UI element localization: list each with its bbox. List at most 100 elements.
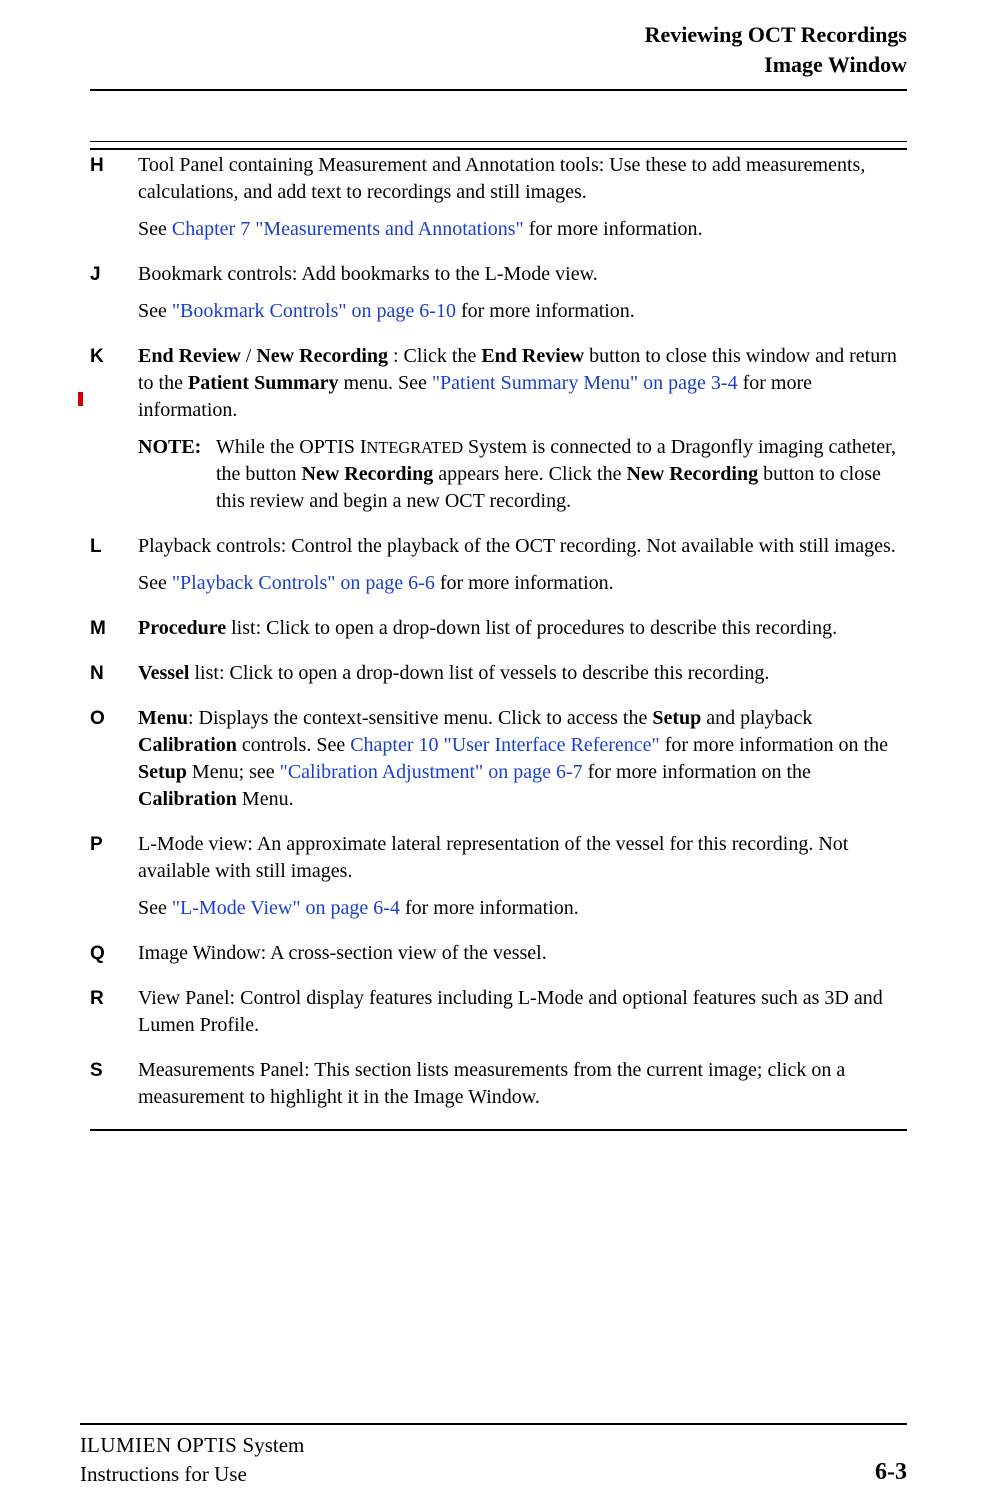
definition-key: N	[90, 660, 138, 687]
text: Tool Panel containing Measurement and An…	[138, 154, 865, 203]
text: See	[138, 572, 172, 594]
cross-reference-link[interactable]: "Calibration Adjustment" on page 6-7	[280, 761, 583, 783]
definition-row: NVessel list: Click to open a drop-down …	[90, 660, 907, 697]
paragraph: Menu: Displays the context-sensitive men…	[138, 705, 907, 813]
definition-row: JBookmark controls: Add bookmarks to the…	[90, 261, 907, 335]
text: Measurements Panel: This section lists m…	[138, 1059, 845, 1108]
bold-text: End Review	[138, 345, 241, 367]
paragraph: End Review / New Recording : Click the E…	[138, 343, 907, 424]
definition-row: MProcedure list: Click to open a drop-do…	[90, 615, 907, 652]
cross-reference-link[interactable]: "L-Mode View" on page 6-4	[172, 897, 400, 919]
footer-left: ILUMIEN OPTIS System Instructions for Us…	[80, 1431, 304, 1488]
note-text: While the OPTIS INTEGRATED System is con…	[216, 434, 907, 515]
definition-row: KEnd Review / New Recording : Click the …	[90, 343, 907, 525]
text: for more information on the	[660, 734, 888, 756]
definition-desc: Vessel list: Click to open a drop-down l…	[138, 660, 907, 697]
bold-text: New Recording	[626, 463, 758, 485]
definition-key: H	[90, 152, 138, 179]
footer-product: ILUMIEN OPTIS System	[80, 1433, 304, 1457]
definition-list: HTool Panel containing Measurement and A…	[90, 152, 907, 1121]
text: list: Click to open a drop-down list of …	[189, 662, 769, 684]
definition-desc: Bookmark controls: Add bookmarks to the …	[138, 261, 907, 335]
bold-text: Vessel	[138, 662, 189, 684]
definition-row: PL-Mode view: An approximate lateral rep…	[90, 831, 907, 932]
bold-text: End Review	[481, 345, 584, 367]
text: /	[241, 345, 257, 367]
header-title-1: Reviewing OCT Recordings	[90, 20, 907, 50]
text: for more information.	[456, 300, 635, 322]
text: Menu; see	[187, 761, 280, 783]
paragraph: See "Bookmark Controls" on page 6-10 for…	[138, 298, 907, 325]
paragraph: See "L-Mode View" on page 6-4 for more i…	[138, 895, 907, 922]
paragraph: See "Playback Controls" on page 6-6 for …	[138, 570, 907, 597]
text: See	[138, 300, 172, 322]
paragraph: Tool Panel containing Measurement and An…	[138, 152, 907, 206]
definition-key: M	[90, 615, 138, 642]
text: : Displays the context-sensitive menu. C…	[188, 707, 652, 729]
bold-text: Patient Summary	[188, 372, 339, 394]
paragraph: Bookmark controls: Add bookmarks to the …	[138, 261, 907, 288]
bold-text: Calibration	[138, 734, 237, 756]
definition-desc: Tool Panel containing Measurement and An…	[138, 152, 907, 253]
text: Menu.	[237, 788, 294, 810]
paragraph: L-Mode view: An approximate lateral repr…	[138, 831, 907, 885]
text: Playback controls: Control the playback …	[138, 535, 896, 557]
cross-reference-link[interactable]: "Playback Controls" on page 6-6	[172, 572, 435, 594]
definition-key: Q	[90, 940, 138, 967]
text: Bookmark controls: Add bookmarks to the …	[138, 263, 598, 285]
change-bar	[78, 392, 83, 406]
table-end-rule	[90, 1129, 907, 1131]
definition-desc: Menu: Displays the context-sensitive men…	[138, 705, 907, 823]
cross-reference-link[interactable]: "Bookmark Controls" on page 6-10	[172, 300, 456, 322]
definition-row: RView Panel: Control display features in…	[90, 985, 907, 1049]
table-rule-thin	[90, 141, 907, 142]
bold-text: Menu	[138, 707, 188, 729]
text: See	[138, 218, 172, 240]
page-footer: ILUMIEN OPTIS System Instructions for Us…	[80, 1423, 907, 1488]
small-caps-text: NTEGRATED	[367, 438, 464, 457]
text: While the OPTIS I	[216, 436, 367, 458]
text: L-Mode view: An approximate lateral repr…	[138, 833, 848, 882]
definition-desc: Image Window: A cross-section view of th…	[138, 940, 907, 977]
text: menu. See	[339, 372, 432, 394]
text: : Click the	[388, 345, 481, 367]
cross-reference-link[interactable]: Chapter 7 "Measurements and Annotations"	[172, 218, 524, 240]
text: controls. See	[237, 734, 350, 756]
bold-text: Procedure	[138, 617, 226, 639]
definition-desc: L-Mode view: An approximate lateral repr…	[138, 831, 907, 932]
definition-key: R	[90, 985, 138, 1012]
footer-rule	[80, 1423, 907, 1425]
paragraph: View Panel: Control display features inc…	[138, 985, 907, 1039]
page-number: 6-3	[875, 1456, 907, 1488]
definition-key: S	[90, 1057, 138, 1084]
cross-reference-link[interactable]: Chapter 10 "User Interface Reference"	[350, 734, 660, 756]
text: for more information on the	[583, 761, 811, 783]
definition-desc: Measurements Panel: This section lists m…	[138, 1057, 907, 1121]
text: for more information.	[435, 572, 614, 594]
definition-row: QImage Window: A cross-section view of t…	[90, 940, 907, 977]
text: for more information.	[400, 897, 579, 919]
definition-row: HTool Panel containing Measurement and A…	[90, 152, 907, 253]
note: NOTE:While the OPTIS INTEGRATED System i…	[138, 434, 907, 515]
text: for more information.	[524, 218, 703, 240]
definition-key: P	[90, 831, 138, 858]
definition-key: L	[90, 533, 138, 560]
definition-row: OMenu: Displays the context-sensitive me…	[90, 705, 907, 823]
paragraph: See Chapter 7 "Measurements and Annotati…	[138, 216, 907, 243]
text: and playback	[701, 707, 812, 729]
bold-text: Setup	[138, 761, 187, 783]
bold-text: New Recording	[302, 463, 434, 485]
page-header: Reviewing OCT Recordings Image Window	[90, 20, 907, 79]
header-rule	[90, 89, 907, 91]
bold-text: Setup	[652, 707, 701, 729]
paragraph: Vessel list: Click to open a drop-down l…	[138, 660, 907, 687]
definition-key: J	[90, 261, 138, 288]
text: appears here. Click the	[433, 463, 626, 485]
note-label: NOTE:	[138, 434, 216, 461]
cross-reference-link[interactable]: "Patient Summary Menu" on page 3-4	[432, 372, 738, 394]
definition-key: K	[90, 343, 138, 370]
text: See	[138, 897, 172, 919]
text: Image Window: A cross-section view of th…	[138, 942, 547, 964]
paragraph: Procedure list: Click to open a drop-dow…	[138, 615, 907, 642]
text: list: Click to open a drop-down list of …	[226, 617, 837, 639]
